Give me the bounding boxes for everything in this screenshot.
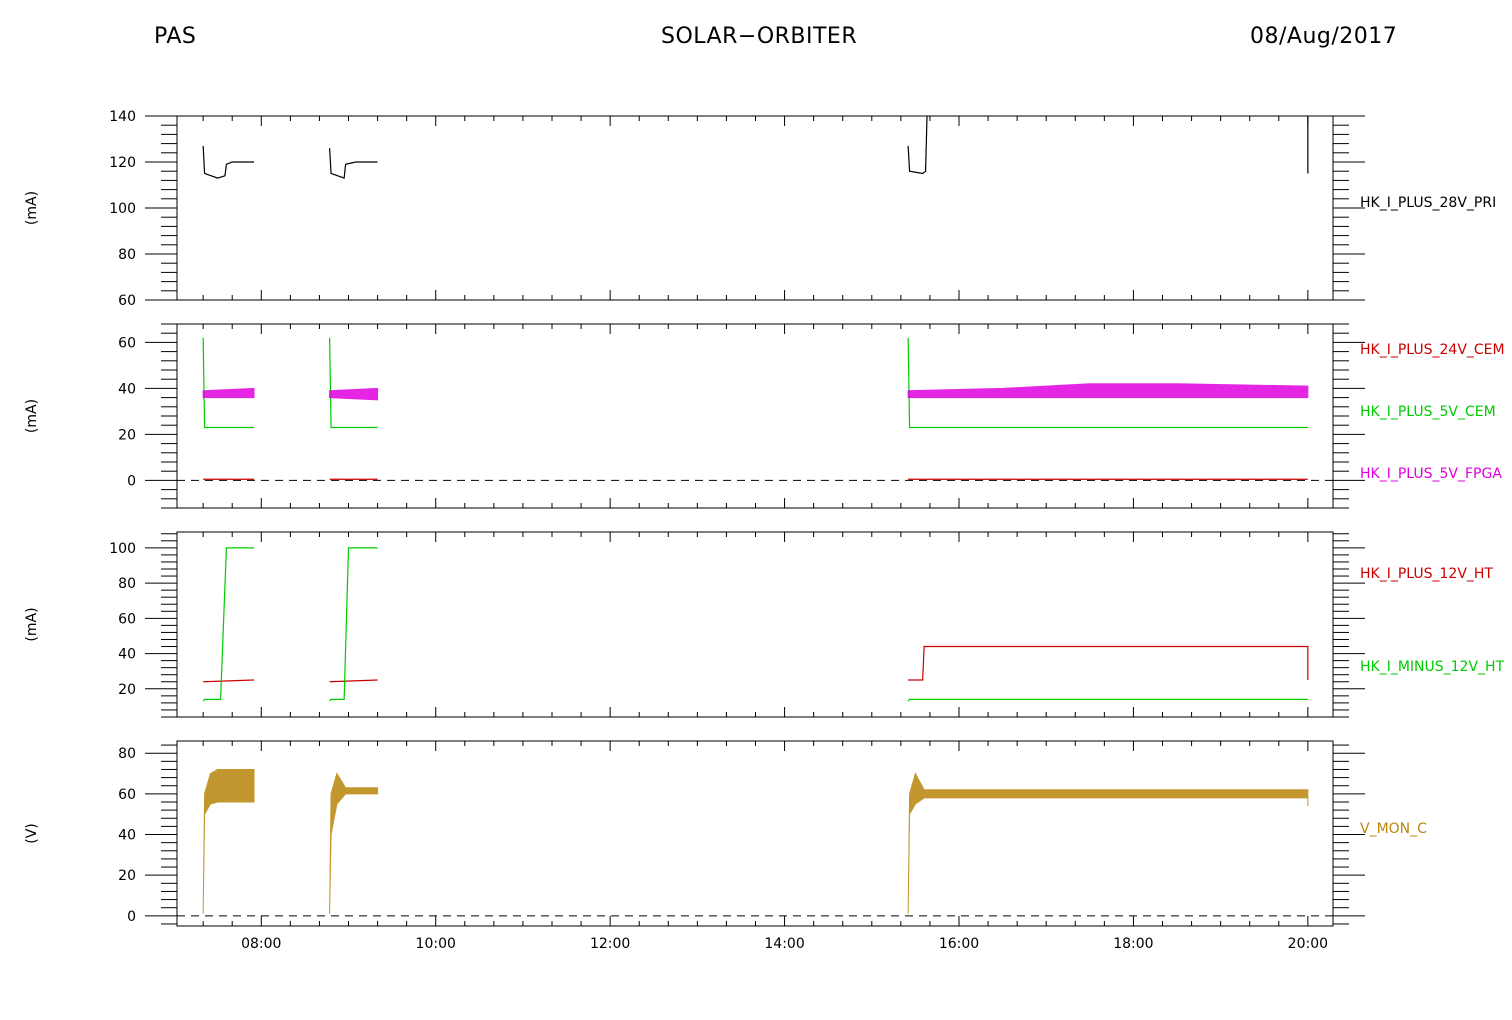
series-label: HK_I_PLUS_24V_CEM bbox=[1360, 342, 1505, 358]
x-tick-label: 12:00 bbox=[590, 936, 630, 952]
y-tick-label: 40 bbox=[118, 828, 136, 844]
y-tick-label: 120 bbox=[109, 155, 136, 171]
y-tick-label: 60 bbox=[118, 335, 136, 351]
series-label: HK_I_PLUS_5V_CEM bbox=[1360, 404, 1496, 420]
series-band bbox=[907, 772, 1309, 914]
y-axis-label: (mA) bbox=[24, 399, 40, 433]
y-tick-label: 80 bbox=[118, 746, 136, 762]
y-tick-label: 60 bbox=[118, 293, 136, 309]
y-tick-label: 80 bbox=[118, 576, 136, 592]
y-tick-label: 60 bbox=[118, 787, 136, 803]
series-band bbox=[202, 768, 255, 914]
series-band bbox=[907, 383, 1309, 399]
panel-1: 60 80 100 120 140 (mA) HK_I_PLUS_28V_PRI bbox=[24, 109, 1496, 309]
series-label: HK_I_PLUS_28V_PRI bbox=[1360, 195, 1496, 211]
panel-3: 20 40 60 80 100 (mA) HK_I_PLUS_12V_HT HK_I_MINU… bbox=[24, 531, 1505, 718]
plot-frame bbox=[176, 740, 1334, 927]
y-tick-label: 0 bbox=[127, 909, 136, 925]
series-band bbox=[329, 772, 379, 914]
series-label: HK_I_PLUS_12V_HT bbox=[1360, 566, 1493, 582]
series-line bbox=[202, 337, 255, 429]
y-tick-label: 20 bbox=[118, 868, 136, 884]
y-axis-label: (V) bbox=[24, 823, 40, 844]
y-axis-label: (mA) bbox=[24, 191, 40, 225]
series-band bbox=[329, 387, 379, 401]
panel-2: 0 20 40 60 (mA) HK_I_PLUS_24V_CEM HK_I_PLUS_5V… bbox=[24, 323, 1505, 509]
series-label: HK_I_MINUS_12V_HT bbox=[1360, 659, 1505, 675]
series-label: HK_I_PLUS_5V_FPGA bbox=[1360, 466, 1502, 482]
x-tick-label: 08:00 bbox=[241, 936, 281, 952]
header-center-title: SOLAR−ORBITER bbox=[661, 24, 858, 49]
y-tick-label: 140 bbox=[109, 109, 136, 125]
plot-frame bbox=[176, 115, 1334, 301]
x-tick-label: 16:00 bbox=[939, 936, 979, 952]
series-line bbox=[907, 115, 928, 175]
series-band bbox=[202, 387, 255, 399]
series-line bbox=[329, 337, 378, 429]
series-line bbox=[203, 679, 255, 683]
series-line bbox=[329, 547, 378, 702]
series-line bbox=[329, 679, 378, 683]
header-left-title: PAS bbox=[154, 24, 197, 49]
y-tick-label: 60 bbox=[118, 611, 136, 627]
y-tick-label: 40 bbox=[118, 647, 136, 663]
x-tick-label: 14:00 bbox=[764, 936, 804, 952]
y-tick-label: 20 bbox=[118, 682, 136, 698]
y-tick-label: 40 bbox=[118, 381, 136, 397]
series-line bbox=[907, 337, 1308, 429]
y-tick-label: 0 bbox=[127, 473, 136, 489]
series-line bbox=[907, 698, 1308, 702]
x-tick-label: 20:00 bbox=[1288, 936, 1328, 952]
y-tick-label: 100 bbox=[109, 201, 136, 217]
y-tick-label: 80 bbox=[118, 247, 136, 263]
y-tick-label: 20 bbox=[118, 427, 136, 443]
series-line bbox=[202, 145, 255, 179]
x-tick-label: 10:00 bbox=[416, 936, 456, 952]
plot-frame bbox=[176, 531, 1334, 718]
series-line bbox=[908, 645, 1309, 681]
series-label: V_MON_C bbox=[1360, 821, 1427, 837]
series-line bbox=[329, 148, 378, 179]
series-line bbox=[202, 547, 255, 702]
y-axis-label: (mA) bbox=[24, 607, 40, 641]
header-date: 08/Aug/2017 bbox=[1250, 24, 1398, 49]
y-tick-label: 100 bbox=[109, 541, 136, 557]
x-tick-label: 18:00 bbox=[1113, 936, 1153, 952]
panel-4: 0 20 40 60 80 (V) V_MON_C 08:00 10:00 12:00 14:00 1… bbox=[24, 740, 1427, 952]
